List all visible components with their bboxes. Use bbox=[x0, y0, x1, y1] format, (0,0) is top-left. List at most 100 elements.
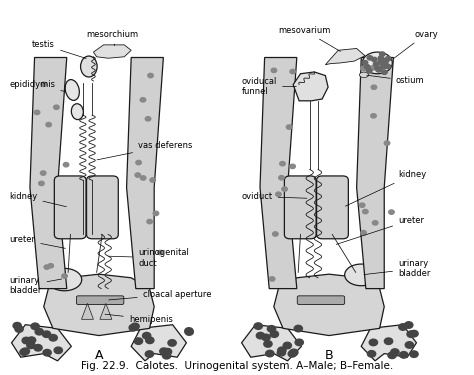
Circle shape bbox=[366, 69, 372, 73]
Circle shape bbox=[21, 348, 29, 354]
Circle shape bbox=[168, 340, 176, 346]
Circle shape bbox=[270, 331, 279, 338]
Circle shape bbox=[295, 339, 303, 346]
Circle shape bbox=[375, 66, 380, 70]
Polygon shape bbox=[293, 72, 328, 101]
Text: oviduct: oviduct bbox=[242, 192, 307, 201]
Circle shape bbox=[370, 66, 375, 70]
Polygon shape bbox=[44, 274, 154, 336]
Circle shape bbox=[27, 342, 35, 349]
Circle shape bbox=[405, 322, 413, 328]
Circle shape bbox=[145, 117, 151, 121]
Circle shape bbox=[134, 338, 143, 344]
Circle shape bbox=[164, 348, 172, 355]
Circle shape bbox=[372, 57, 377, 62]
Circle shape bbox=[290, 69, 295, 74]
Text: mesorchium: mesorchium bbox=[87, 30, 139, 46]
Polygon shape bbox=[100, 303, 112, 319]
Circle shape bbox=[54, 105, 59, 110]
Ellipse shape bbox=[359, 72, 369, 78]
Circle shape bbox=[399, 324, 407, 330]
Circle shape bbox=[369, 339, 377, 346]
Ellipse shape bbox=[345, 264, 378, 286]
Polygon shape bbox=[11, 325, 72, 361]
Circle shape bbox=[135, 173, 140, 177]
Circle shape bbox=[379, 59, 384, 63]
Circle shape bbox=[31, 323, 39, 330]
Circle shape bbox=[385, 64, 391, 69]
Polygon shape bbox=[127, 57, 164, 289]
Circle shape bbox=[362, 60, 368, 65]
Circle shape bbox=[374, 62, 379, 66]
Polygon shape bbox=[260, 57, 297, 289]
Circle shape bbox=[34, 110, 40, 115]
Ellipse shape bbox=[65, 80, 79, 100]
Ellipse shape bbox=[81, 56, 97, 77]
Circle shape bbox=[290, 164, 295, 168]
Circle shape bbox=[49, 334, 57, 341]
Circle shape bbox=[158, 251, 163, 255]
Circle shape bbox=[400, 352, 408, 358]
Circle shape bbox=[43, 350, 51, 356]
Circle shape bbox=[48, 264, 54, 268]
Circle shape bbox=[143, 333, 151, 339]
Text: A: A bbox=[95, 348, 103, 361]
Circle shape bbox=[384, 338, 392, 345]
Circle shape bbox=[140, 98, 146, 102]
Circle shape bbox=[148, 74, 153, 78]
Circle shape bbox=[256, 332, 264, 339]
Text: testis: testis bbox=[32, 40, 86, 58]
Polygon shape bbox=[131, 325, 186, 361]
Circle shape bbox=[34, 345, 42, 351]
Circle shape bbox=[294, 326, 302, 332]
Circle shape bbox=[150, 178, 155, 182]
Circle shape bbox=[410, 351, 418, 357]
Circle shape bbox=[359, 203, 365, 207]
Text: urinary
bladder: urinary bladder bbox=[364, 259, 430, 279]
Polygon shape bbox=[325, 48, 365, 65]
Circle shape bbox=[381, 65, 386, 69]
Ellipse shape bbox=[363, 52, 392, 74]
FancyBboxPatch shape bbox=[76, 296, 124, 304]
Circle shape bbox=[271, 68, 277, 72]
Circle shape bbox=[44, 265, 50, 269]
Circle shape bbox=[283, 342, 292, 349]
Text: ureter: ureter bbox=[336, 216, 424, 244]
FancyBboxPatch shape bbox=[87, 176, 118, 239]
Circle shape bbox=[265, 350, 274, 357]
Circle shape bbox=[64, 162, 69, 167]
Circle shape bbox=[367, 351, 376, 357]
Circle shape bbox=[383, 60, 388, 64]
Circle shape bbox=[15, 326, 23, 332]
Circle shape bbox=[290, 349, 298, 355]
Circle shape bbox=[389, 210, 394, 214]
Text: vas deferens: vas deferens bbox=[97, 141, 192, 160]
Circle shape bbox=[39, 181, 44, 186]
Circle shape bbox=[371, 114, 376, 118]
Circle shape bbox=[378, 56, 384, 60]
Text: oviducal
funnel: oviducal funnel bbox=[242, 77, 296, 96]
Text: cloacal aperture: cloacal aperture bbox=[109, 290, 211, 300]
Circle shape bbox=[27, 337, 36, 344]
Text: ureter: ureter bbox=[9, 236, 65, 248]
Circle shape bbox=[383, 58, 388, 63]
Circle shape bbox=[46, 123, 52, 127]
Polygon shape bbox=[93, 45, 131, 58]
Circle shape bbox=[288, 351, 296, 357]
Circle shape bbox=[363, 209, 368, 214]
Circle shape bbox=[380, 52, 385, 56]
Text: kidney: kidney bbox=[9, 192, 66, 207]
Circle shape bbox=[371, 85, 377, 89]
Circle shape bbox=[410, 330, 418, 337]
Circle shape bbox=[385, 57, 391, 61]
Circle shape bbox=[373, 221, 378, 225]
Circle shape bbox=[280, 162, 285, 166]
Circle shape bbox=[407, 331, 415, 338]
Circle shape bbox=[160, 348, 168, 354]
Circle shape bbox=[140, 176, 146, 180]
Circle shape bbox=[146, 337, 154, 344]
Circle shape bbox=[262, 334, 270, 340]
Circle shape bbox=[388, 352, 396, 358]
Text: mesovarium: mesovarium bbox=[278, 26, 340, 51]
Text: urinary
bladder: urinary bladder bbox=[9, 276, 62, 296]
